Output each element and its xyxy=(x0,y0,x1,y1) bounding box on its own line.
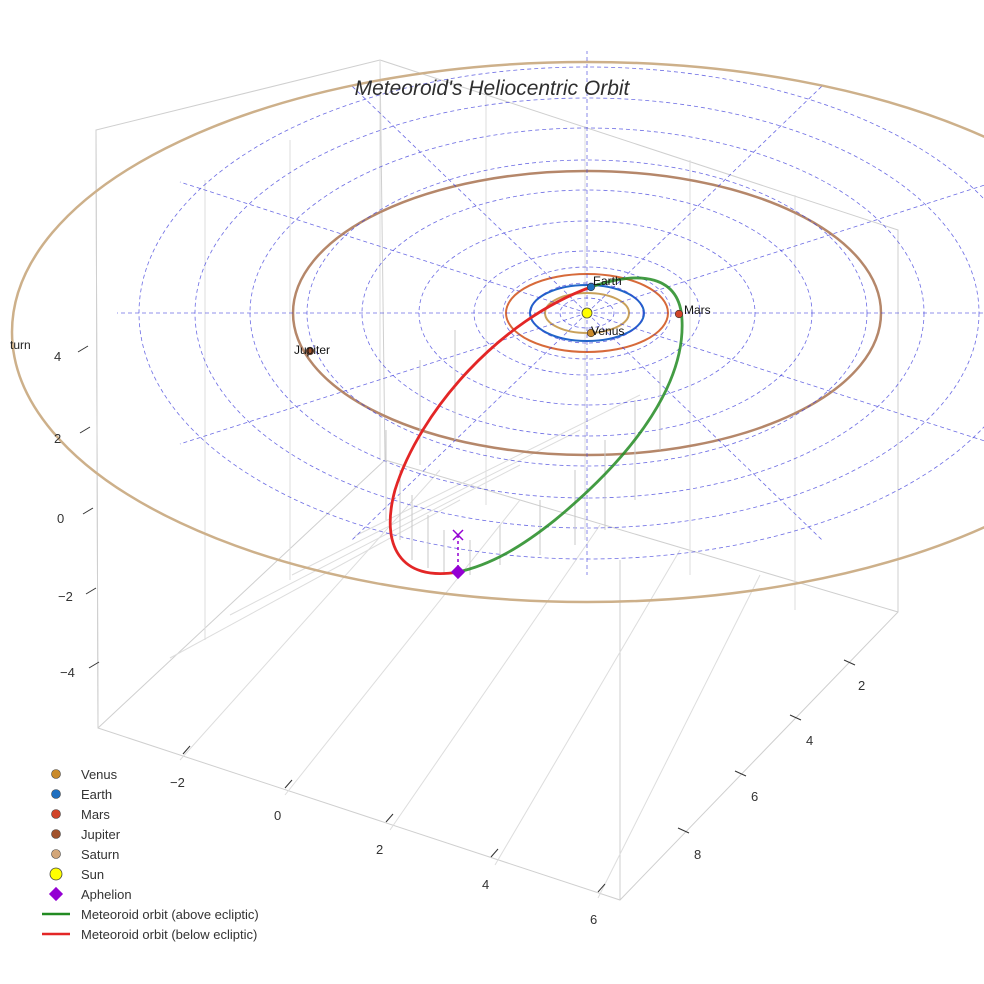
meteoroid-orbit xyxy=(388,276,684,575)
jupiter-label: Jupiter xyxy=(294,343,330,357)
jupiter-marker xyxy=(305,346,315,356)
legend-jupiter-swatch xyxy=(51,829,61,839)
x-tick-mark xyxy=(385,813,394,823)
legend: Venus Earth Mars Jupiter Saturn Sun Aphe… xyxy=(42,767,259,942)
y-tick-mark xyxy=(789,714,802,721)
earth-marker xyxy=(586,282,596,292)
y-tick-mark xyxy=(677,827,690,834)
legend-venus-label: Venus xyxy=(81,767,118,782)
z-tick-label: 0 xyxy=(57,511,64,526)
x-tick-label: 4 xyxy=(482,877,489,892)
planet-orbits xyxy=(10,60,984,604)
x-tick-label: 0 xyxy=(274,808,281,823)
legend-aphelion-label: Aphelion xyxy=(81,887,132,902)
legend-mars-swatch xyxy=(51,809,61,819)
meteoroid-orbit-above xyxy=(457,276,684,574)
z-tick-mark xyxy=(85,587,97,595)
aphelion-marker xyxy=(450,564,466,580)
ecliptic-grid-spoke xyxy=(351,85,588,314)
legend-saturn-swatch xyxy=(51,849,61,859)
aphelion-projection-cross xyxy=(452,529,464,541)
ecliptic-grid-spoke xyxy=(586,312,823,541)
x-tick-label: 6 xyxy=(590,912,597,927)
mars-marker xyxy=(674,309,684,319)
z-tick-mark xyxy=(77,345,89,353)
ecliptic-grid-spoke xyxy=(179,312,588,445)
legend-sun-swatch xyxy=(49,867,63,881)
legend-below-label: Meteoroid orbit (below ecliptic) xyxy=(81,927,257,942)
x-tick-label: −2 xyxy=(170,775,185,790)
legend-earth-label: Earth xyxy=(81,787,112,802)
meteoroid-orbit-below xyxy=(388,285,592,575)
z-axis-title: turn xyxy=(10,338,31,352)
legend-aphelion-swatch xyxy=(48,886,64,902)
venus-label: Venus xyxy=(591,324,624,338)
ecliptic-grid-ring xyxy=(138,66,984,560)
ecliptic-grid-spoke xyxy=(179,181,588,314)
z-tick-label: 4 xyxy=(54,349,61,364)
z-drop-lines xyxy=(385,330,661,575)
z-axis xyxy=(77,345,100,669)
legend-above-label: Meteoroid orbit (above ecliptic) xyxy=(81,907,259,922)
y-tick-label: 4 xyxy=(806,733,813,748)
z-tick-label: 2 xyxy=(54,431,61,446)
y-axis xyxy=(677,659,856,834)
mars-label: Mars xyxy=(684,303,711,317)
legend-jupiter-label: Jupiter xyxy=(81,827,121,842)
legend-mars-label: Mars xyxy=(81,807,110,822)
y-tick-mark xyxy=(734,770,747,777)
x-tick-label: 2 xyxy=(376,842,383,857)
x-tick-mark xyxy=(284,779,293,789)
z-tick-mark xyxy=(88,661,100,669)
z-tick-label: −2 xyxy=(58,589,73,604)
legend-sun-label: Sun xyxy=(81,867,104,882)
venus-marker xyxy=(586,328,596,338)
grid-lines xyxy=(169,60,796,899)
ecliptic-grid-spoke xyxy=(586,85,823,314)
y-tick-label: 2 xyxy=(858,678,865,693)
z-tick-label: −4 xyxy=(60,665,75,680)
ecliptic-grid xyxy=(117,51,984,575)
z-tick-mark xyxy=(82,507,94,515)
earth-label: Earth xyxy=(593,274,622,288)
ecliptic-grid-spoke xyxy=(586,184,984,314)
x-tick-mark xyxy=(182,745,191,755)
legend-venus-swatch xyxy=(51,769,61,779)
ecliptic-grid-spoke xyxy=(351,312,588,541)
legend-saturn-label: Saturn xyxy=(81,847,119,862)
x-tick-mark xyxy=(597,883,606,893)
x-axis xyxy=(182,745,606,893)
y-tick-label: 8 xyxy=(694,847,701,862)
y-tick-label: 6 xyxy=(751,789,758,804)
sun-marker xyxy=(581,307,593,319)
planet-markers: Venus Earth Mars Jupiter xyxy=(294,274,711,580)
chart-title: Meteoroid's Heliocentric Orbit xyxy=(355,77,631,100)
axis-box xyxy=(95,59,899,901)
legend-earth-swatch xyxy=(51,789,61,799)
y-tick-mark xyxy=(843,659,856,666)
saturn-orbit xyxy=(10,60,984,604)
z-tick-mark xyxy=(79,426,91,434)
ecliptic-grid-spoke xyxy=(586,312,984,442)
x-tick-mark xyxy=(490,848,499,858)
